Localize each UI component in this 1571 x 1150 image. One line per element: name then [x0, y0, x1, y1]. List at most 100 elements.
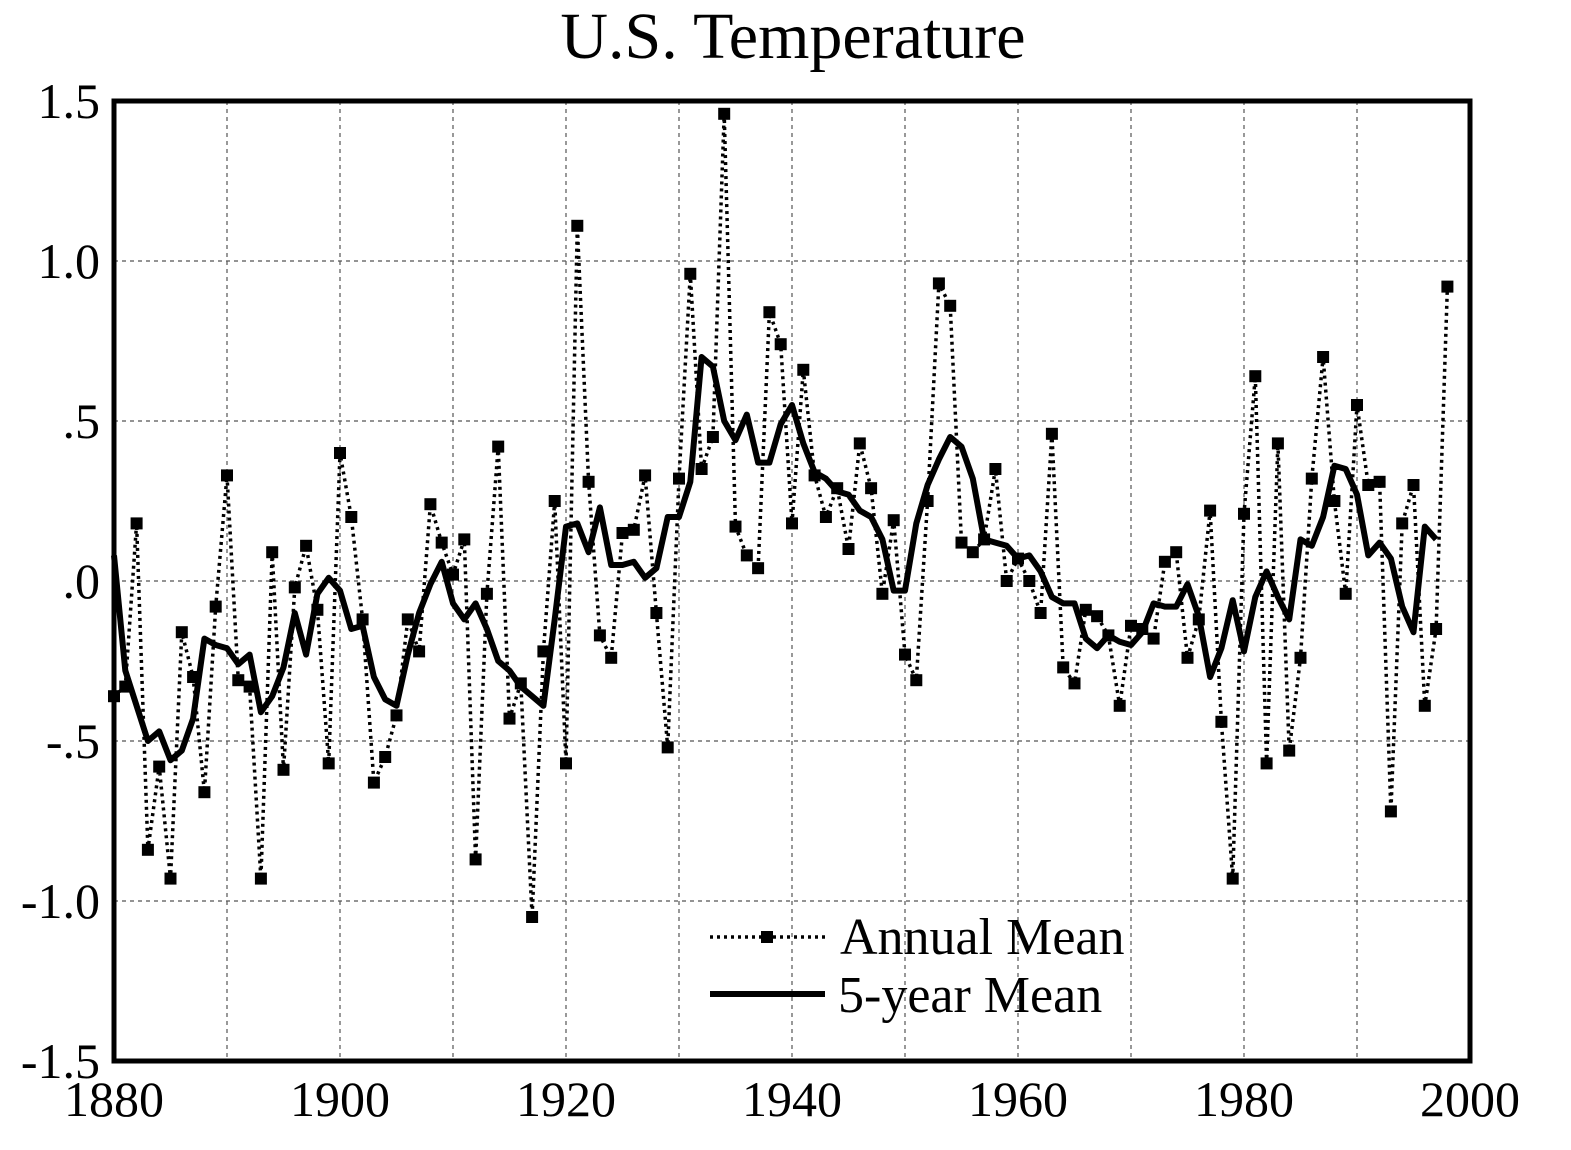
annual-mean-point: [334, 447, 346, 459]
annual-mean-point: [899, 648, 911, 661]
annual-mean-point: [1113, 699, 1126, 712]
annual-mean-point: [480, 587, 493, 600]
annual-mean-point: [254, 872, 267, 885]
annual-mean-point: [277, 763, 290, 776]
annual-mean-point: [187, 671, 200, 683]
annual-mean-point: [955, 536, 968, 549]
annual-mean-point: [910, 674, 923, 687]
annual-mean-point: [932, 277, 945, 290]
y-axis-ticks: -1.5 -1.0 -.5 .0 .5 1.0 1.5: [21, 73, 100, 1089]
annual-mean-point: [1125, 619, 1137, 632]
legend: Annual Mean 5-year Mean: [710, 909, 1124, 1024]
annual-mean-point: [435, 536, 448, 549]
annual-mean-point: [786, 517, 798, 530]
annual-mean-point: [288, 581, 301, 594]
annual-mean-point: [1249, 370, 1262, 383]
x-axis-ticks: 1880 1900 1920 1940 1960 1980 2000: [64, 1071, 1520, 1127]
x-tick-label: 1900: [290, 1071, 390, 1127]
annual-mean-point: [1091, 610, 1104, 623]
annual-mean-point: [401, 613, 414, 626]
y-tick-label: 1.5: [38, 73, 101, 129]
annual-mean-point: [1136, 623, 1149, 635]
annual-mean-point: [1283, 744, 1296, 757]
annual-mean-point: [1034, 607, 1047, 619]
annual-mean-point: [639, 469, 652, 482]
annual-mean-point: [141, 843, 154, 856]
annual-mean-point: [1023, 575, 1036, 587]
annual-mean-point: [593, 629, 606, 642]
annual-mean-point: [876, 587, 889, 600]
annual-mean-point: [1317, 351, 1330, 363]
annual-mean-point: [266, 546, 279, 559]
annual-mean-point: [944, 299, 957, 312]
annual-mean-point: [1441, 280, 1454, 293]
annual-mean-point: [1238, 507, 1250, 520]
annual-mean-point: [424, 498, 437, 511]
annual-mean-point: [1362, 479, 1375, 491]
annual-mean-point: [1328, 495, 1341, 507]
annual-mean-point: [1068, 677, 1081, 690]
annual-mean-point: [1294, 651, 1307, 664]
annual-mean-point: [1181, 651, 1194, 664]
annual-mean-point: [514, 677, 527, 690]
annual-mean-point: [1147, 632, 1160, 645]
annual-mean-point: [503, 712, 516, 725]
annual-mean-point: [345, 511, 358, 523]
legend-label-annual-mean: Annual Mean: [840, 909, 1124, 966]
annual-mean-point: [1339, 587, 1352, 600]
annual-mean-point: [1057, 661, 1070, 674]
annual-mean-point: [560, 757, 572, 770]
annual-mean-point: [661, 741, 674, 754]
annual-markers: [108, 107, 1454, 923]
annual-mean-point: [1396, 517, 1409, 530]
x-tick-label: 2000: [1420, 1071, 1520, 1127]
y-tick-label: -1.0: [21, 873, 100, 929]
annual-mean-point: [1012, 552, 1024, 565]
annual-mean-point: [153, 760, 166, 773]
annual-mean-point: [1204, 504, 1217, 517]
annual-mean-point: [740, 549, 753, 562]
annual-mean-point: [1102, 629, 1115, 642]
annual-mean-point: [413, 645, 426, 658]
annual-mean-point: [526, 911, 539, 923]
annual-mean-point: [537, 645, 550, 658]
y-tick-label: .0: [63, 553, 101, 609]
annual-mean-point: [582, 475, 595, 488]
annual-mean-point: [989, 463, 1002, 475]
annual-mean-point: [718, 107, 731, 120]
annual-mean-point: [300, 539, 313, 552]
x-tick-label: 1920: [516, 1071, 616, 1127]
x-tick-label: 1880: [64, 1071, 164, 1127]
annual-mean-point: [819, 511, 832, 523]
annual-mean-point: [921, 495, 934, 507]
annual-mean-point: [356, 613, 369, 626]
annual-mean-point: [548, 495, 561, 507]
annual-mean-point: [175, 626, 188, 639]
annual-mean-point: [1226, 872, 1239, 885]
annual-mean-point: [605, 651, 618, 664]
y-tick-label: 1.0: [38, 233, 101, 289]
annual-mean-point: [978, 533, 991, 546]
annual-mean-point: [1192, 613, 1205, 626]
annual-mean-point: [853, 437, 866, 450]
annual-mean-point: [130, 517, 143, 530]
y-tick-label: -1.5: [21, 1033, 100, 1089]
annual-mean-point: [1351, 399, 1363, 411]
annual-mean-point: [1215, 715, 1228, 728]
annual-mean-point: [571, 219, 584, 232]
x-tick-label: 1940: [742, 1071, 842, 1127]
chart-title: U.S. Temperature: [560, 0, 1025, 73]
y-tick-label: -.5: [46, 713, 100, 769]
annual-mean-point: [1170, 546, 1183, 559]
annual-mean-point: [842, 543, 855, 555]
annual-mean-point: [1418, 699, 1431, 712]
y-tick-label: .5: [63, 393, 101, 449]
annual-mean-point: [808, 469, 821, 482]
annual-mean-point: [1045, 427, 1058, 440]
annual-mean-point: [1000, 575, 1013, 587]
annual-mean-point: [763, 306, 776, 319]
annual-mean-point: [492, 440, 505, 453]
annual-mean-point: [706, 431, 719, 443]
five-year-mean-line: [111, 354, 1439, 764]
